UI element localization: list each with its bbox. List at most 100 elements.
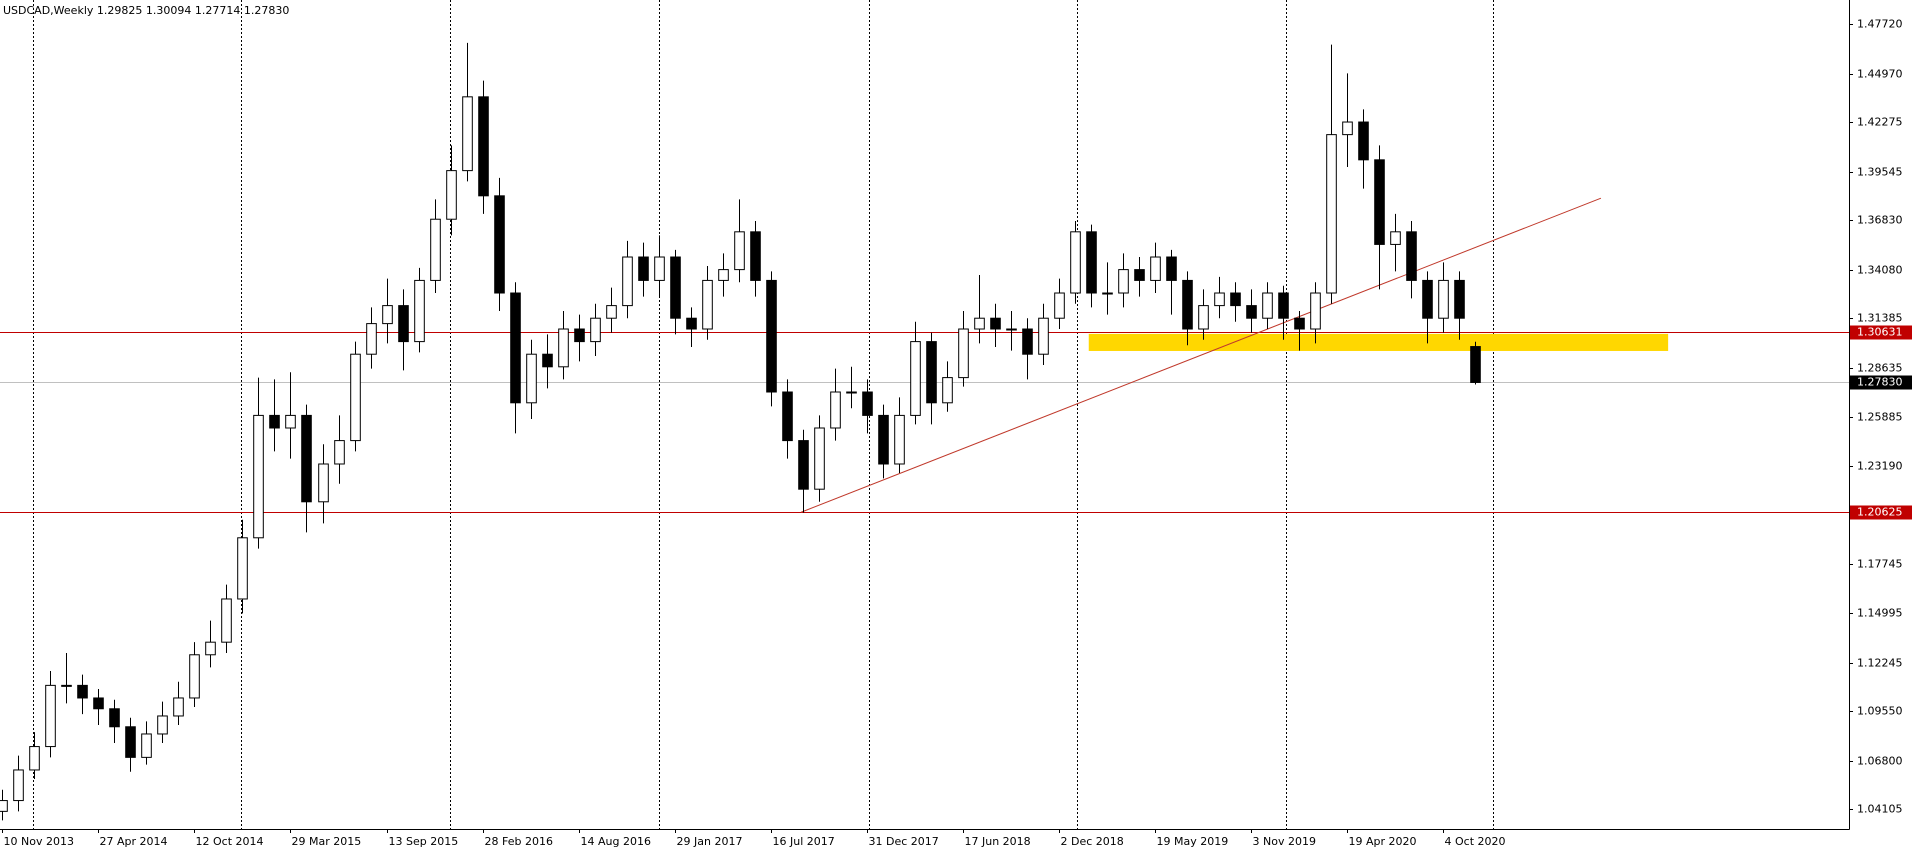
candle-body (878, 414, 889, 465)
x-tick-label: 28 Feb 2016 (485, 835, 553, 848)
candle-body (1342, 121, 1353, 136)
candle-body (1262, 292, 1273, 319)
candle-body (93, 697, 104, 710)
candle-body (590, 317, 601, 343)
candle-body (205, 641, 216, 656)
candle-body (622, 256, 633, 307)
candle-body (1102, 292, 1113, 295)
candle-body (782, 391, 793, 442)
candle-body (1358, 121, 1369, 161)
candle-body (45, 684, 56, 748)
candle-body (1278, 292, 1289, 319)
candle-body (109, 708, 120, 728)
candle-body (862, 391, 873, 416)
candle-body (1422, 279, 1433, 319)
candle-body (301, 414, 312, 503)
x-tick-label: 29 Jan 2017 (677, 835, 743, 848)
x-tick-label: 4 Oct 2020 (1445, 835, 1506, 848)
candle-body (1006, 328, 1017, 331)
candle-body (1150, 256, 1161, 281)
candle-body (1390, 231, 1401, 245)
candle-body (1166, 256, 1177, 281)
candle-body (1230, 292, 1241, 307)
candle-body (1470, 346, 1481, 383)
candle-body (942, 377, 953, 404)
y-tick-label: 1.44970 (1857, 68, 1903, 81)
candle-body (574, 328, 585, 343)
price-label: 1.20625 (1857, 506, 1903, 519)
y-tick-label: 1.09550 (1857, 705, 1903, 718)
candle-body (1198, 305, 1209, 330)
y-tick-label: 1.28635 (1857, 362, 1903, 375)
x-tick-label: 12 Oct 2014 (196, 835, 264, 848)
candle-body (141, 733, 152, 758)
x-tick-label: 14 Aug 2016 (581, 835, 651, 848)
candle-body (1374, 159, 1385, 245)
candle-body (1326, 134, 1337, 294)
x-tick-label: 17 Jun 2018 (965, 835, 1031, 848)
candle-body (61, 684, 72, 687)
candle-body (253, 414, 264, 539)
candle-body (510, 292, 521, 404)
candle-body (894, 414, 905, 465)
candle-body (1294, 317, 1305, 330)
candle-body (750, 231, 761, 281)
candle-body (334, 440, 345, 465)
candle-body (830, 391, 841, 429)
support-zone (1088, 333, 1669, 351)
price-label-box (1850, 505, 1912, 520)
y-tick-label: 1.42275 (1857, 116, 1903, 129)
y-tick-label: 1.31385 (1857, 312, 1903, 325)
candle-body (638, 256, 649, 281)
x-tick-label: 27 Apr 2014 (100, 835, 168, 848)
x-tick-label: 10 Nov 2013 (4, 835, 74, 848)
candle-body (157, 715, 168, 735)
y-tick-label: 1.14995 (1857, 607, 1903, 620)
candle-body (1070, 231, 1081, 294)
candle-body (910, 341, 921, 416)
price-label-box (1850, 375, 1912, 390)
candle-body (318, 463, 329, 503)
candle-body (1454, 279, 1465, 319)
candle-body (542, 353, 553, 368)
y-tick-label: 1.25885 (1857, 411, 1903, 424)
candle-body (173, 697, 184, 717)
candle-body (798, 440, 809, 490)
candle-body (1310, 292, 1321, 330)
candle-body (1246, 305, 1257, 319)
price-label: 1.27830 (1857, 376, 1903, 389)
candle-body (269, 414, 280, 429)
price-label: 1.30631 (1857, 326, 1903, 339)
candle-body (1406, 231, 1417, 281)
candle-body (29, 746, 40, 771)
candle-body (1022, 328, 1033, 355)
candle-body (350, 353, 361, 442)
candle-body (1182, 279, 1193, 330)
candle-body (558, 328, 569, 368)
candle-body (366, 323, 377, 355)
candle-body (237, 537, 248, 600)
candle-body (766, 279, 777, 393)
candle-body (990, 317, 1001, 330)
x-tick-label: 2 Dec 2018 (1061, 835, 1124, 848)
y-tick-label: 1.36830 (1857, 214, 1903, 227)
candle-body (526, 353, 537, 404)
candle-body (846, 391, 857, 394)
x-tick-label: 31 Dec 2017 (869, 835, 939, 848)
price-label-box (1850, 325, 1912, 340)
y-tick-label: 1.06800 (1857, 755, 1903, 768)
y-tick-label: 1.17745 (1857, 558, 1903, 571)
candle-body (1214, 292, 1225, 307)
y-tick-label: 1.23190 (1857, 460, 1903, 473)
candle-body (606, 305, 617, 319)
candle-body (702, 279, 713, 330)
candle-body (446, 170, 457, 220)
candle-body (926, 341, 937, 404)
y-tick-label: 1.04105 (1857, 803, 1903, 816)
candle-body (814, 427, 825, 490)
candle-body (1038, 317, 1049, 355)
x-tick-label: 3 Nov 2019 (1253, 835, 1316, 848)
y-tick-label: 1.12245 (1857, 657, 1903, 670)
candle-body (494, 195, 505, 294)
